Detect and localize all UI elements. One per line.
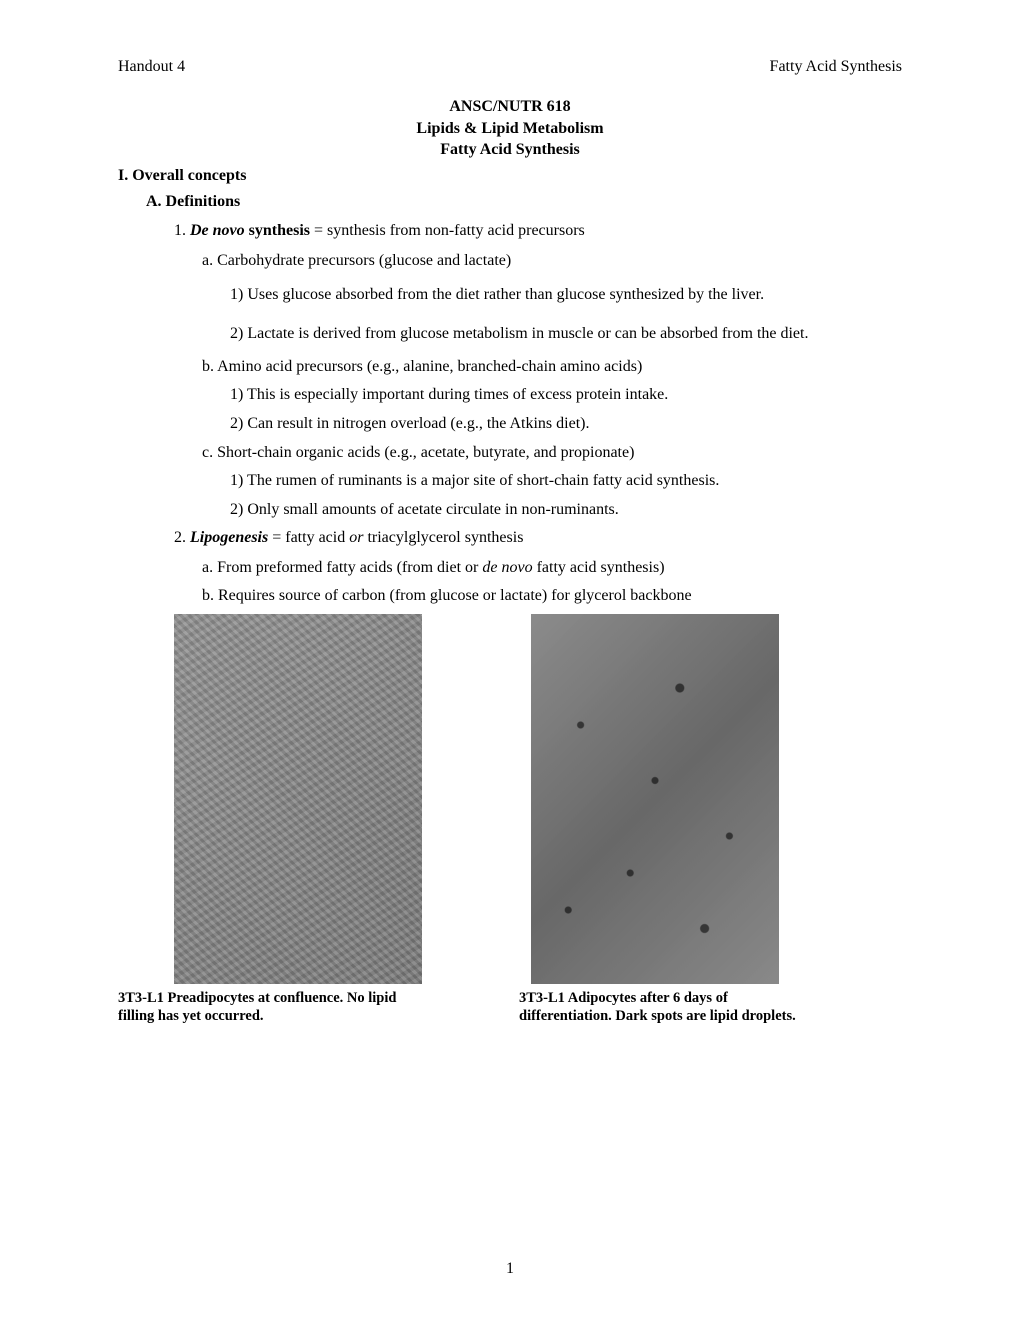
def2-mid1: = fatty acid — [268, 529, 349, 546]
title-line-2: Lipids & Lipid Metabolism — [118, 118, 902, 140]
def2-a-pre: a. From preformed fatty acids (from diet… — [202, 559, 482, 576]
def1-b1: 1) This is especially important during t… — [230, 385, 902, 406]
subsection-A-heading: A. Definitions — [146, 193, 902, 211]
section-I-heading: I. Overall concepts — [118, 167, 902, 185]
figures-row: 3T3-L1 Preadipocytes at confluence. No l… — [174, 614, 902, 1025]
def1-b2: 2) Can result in nitrogen overload (e.g.… — [230, 414, 902, 435]
def1-term-suffix: synthesis — [245, 222, 310, 239]
def2-a: a. From preformed fatty acids (from diet… — [202, 558, 902, 578]
def1-prefix: 1. — [174, 222, 190, 239]
figure-left-caption: 3T3-L1 Preadipocytes at confluence. No l… — [118, 990, 423, 1025]
header-right: Fatty Acid Synthesis — [770, 58, 902, 76]
definition-2: 2. Lipogenesis = fatty acid or triacylgl… — [174, 528, 902, 548]
def1-c1: 1) The rumen of ruminants is a major sit… — [230, 471, 902, 492]
def1-b: b. Amino acid precursors (e.g., alanine,… — [202, 357, 902, 377]
def2-mid2: triacylglycerol synthesis — [363, 529, 523, 546]
preadipocytes-image — [174, 614, 422, 984]
page-header: Handout 4 Fatty Acid Synthesis — [118, 58, 902, 76]
def1-rest: = synthesis from non-fatty acid precurso… — [310, 222, 585, 239]
def1-a1: 1) Uses glucose absorbed from the diet r… — [230, 279, 902, 310]
title-line-3: Fatty Acid Synthesis — [118, 139, 902, 161]
def1-term: De novo — [190, 222, 245, 239]
figure-right: 3T3-L1 Adipocytes after 6 days of differ… — [531, 614, 824, 1025]
def2-b: b. Requires source of carbon (from gluco… — [202, 586, 902, 606]
def1-a: a. Carbohydrate precursors (glucose and … — [202, 251, 902, 271]
def1-c2: 2) Only small amounts of acetate circula… — [230, 500, 902, 521]
page-number: 1 — [0, 1260, 1020, 1278]
def2-term: Lipogenesis — [190, 529, 268, 546]
def1-c: c. Short-chain organic acids (e.g., acet… — [202, 443, 902, 463]
figure-right-caption: 3T3-L1 Adipocytes after 6 days of differ… — [519, 990, 824, 1025]
document-title: ANSC/NUTR 618 Lipids & Lipid Metabolism … — [118, 96, 902, 161]
header-left: Handout 4 — [118, 58, 185, 76]
title-line-1: ANSC/NUTR 618 — [118, 96, 902, 118]
definition-1: 1. De novo synthesis = synthesis from no… — [174, 221, 902, 241]
def2-a-post: fatty acid synthesis) — [533, 559, 665, 576]
adipocytes-image — [531, 614, 779, 984]
def2-a-it: de novo — [482, 559, 532, 576]
def2-prefix: 2. — [174, 529, 190, 546]
figure-left: 3T3-L1 Preadipocytes at confluence. No l… — [174, 614, 423, 1025]
def2-or: or — [349, 529, 363, 546]
def1-a2: 2) Lactate is derived from glucose metab… — [230, 318, 902, 349]
